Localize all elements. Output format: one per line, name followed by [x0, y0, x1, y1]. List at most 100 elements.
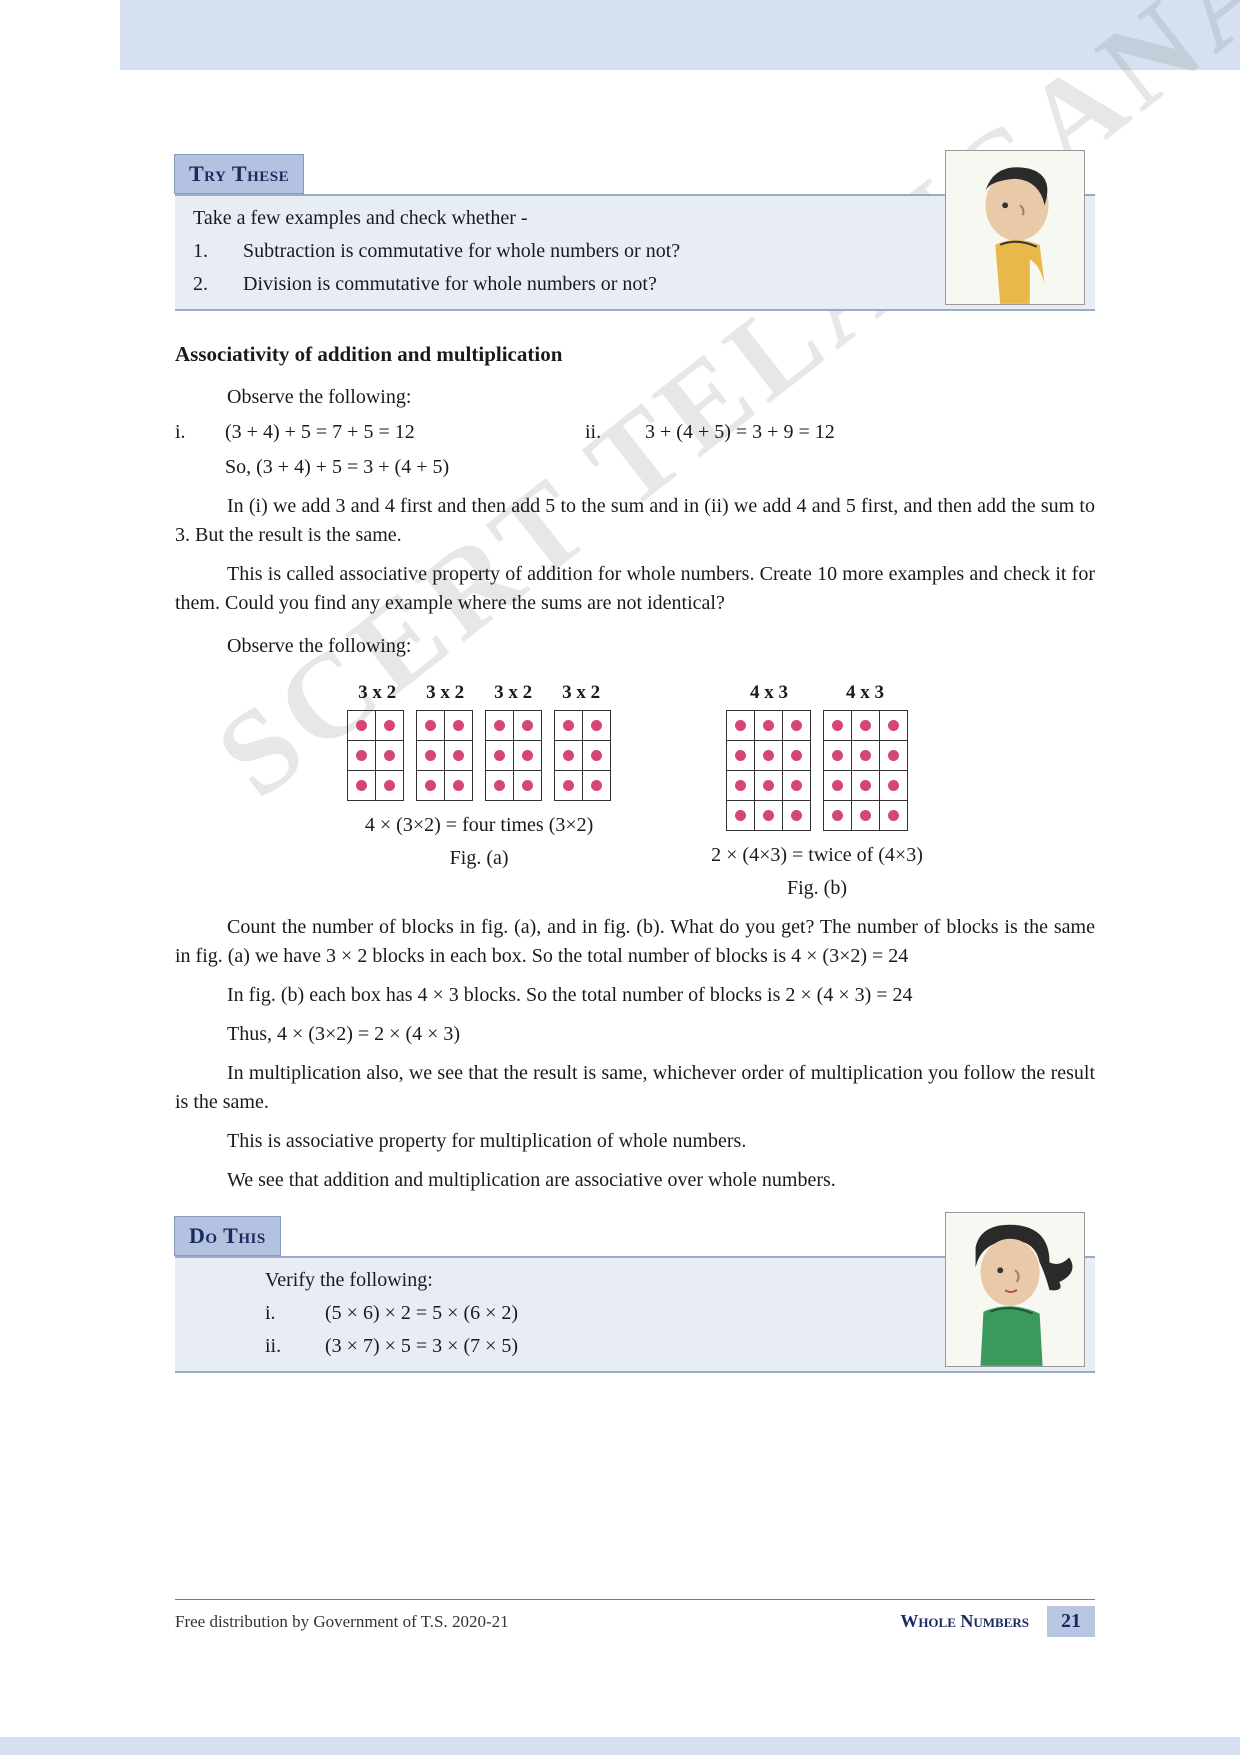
- dot-icon: [763, 720, 774, 731]
- girl-icon: [946, 1213, 1084, 1366]
- paragraph: In fig. (b) each box has 4 × 3 blocks. S…: [175, 981, 1095, 1010]
- dot-icon: [832, 720, 843, 731]
- figure-label: Fig. (a): [347, 844, 611, 873]
- dot-icon: [356, 780, 367, 791]
- paragraph: In multiplication also, we see that the …: [175, 1059, 1095, 1117]
- dot-icon: [735, 750, 746, 761]
- equation-row: So, (3 + 4) + 5 = 3 + (4 + 5): [175, 453, 1095, 482]
- list-text: (5 × 6) × 2 = 5 × (6 × 2): [325, 1299, 925, 1328]
- footer: Free distribution by Government of T.S. …: [175, 1606, 1095, 1637]
- section-title: Associativity of addition and multiplica…: [175, 339, 1095, 369]
- dot-icon: [453, 780, 464, 791]
- dot-icon: [494, 750, 505, 761]
- list-item: i. (5 × 6) × 2 = 5 × (6 × 2): [265, 1299, 925, 1328]
- dot-icon: [735, 810, 746, 821]
- dot-icon: [860, 810, 871, 821]
- paragraph: We see that addition and multiplication …: [175, 1166, 1095, 1195]
- eq-content: (3 + 4) + 5 = 7 + 5 = 12: [225, 418, 585, 447]
- figure-a: 3 x 23 x 23 x 23 x 2 4 × (3×2) = four ti…: [347, 679, 611, 903]
- dot-icon: [832, 750, 843, 761]
- dot-icon: [860, 750, 871, 761]
- dot-icon: [888, 750, 899, 761]
- dot-grid: [726, 710, 811, 831]
- grid-label: 3 x 2: [485, 679, 541, 707]
- footer-distribution: Free distribution by Government of T.S. …: [175, 1612, 900, 1632]
- dot-icon: [522, 780, 533, 791]
- list-text: Subtraction is commutative for whole num…: [243, 237, 925, 266]
- footer-rule: [175, 1599, 1095, 1600]
- grid-label: 4 x 3: [823, 679, 907, 707]
- dot-icon: [735, 780, 746, 791]
- eq-content: 3 + (4 + 5) = 3 + 9 = 12: [645, 418, 1095, 447]
- dot-icon: [425, 720, 436, 731]
- grid-row: [347, 710, 611, 801]
- dot-icon: [832, 810, 843, 821]
- page-number: 21: [1047, 1606, 1095, 1637]
- dot-grid: [347, 710, 404, 801]
- dot-icon: [791, 720, 802, 731]
- dot-icon: [832, 780, 843, 791]
- section: Associativity of addition and multiplica…: [175, 339, 1095, 1195]
- dot-icon: [791, 750, 802, 761]
- list-text: Division is commutative for whole number…: [243, 270, 925, 299]
- paragraph: Count the number of blocks in fig. (a), …: [175, 913, 1095, 971]
- dot-icon: [522, 720, 533, 731]
- eq-content: So, (3 + 4) + 5 = 3 + (4 + 5): [225, 453, 449, 482]
- grid-label: 3 x 2: [417, 679, 473, 707]
- grid-title-row: 3 x 23 x 23 x 23 x 2: [347, 679, 611, 707]
- content-area: Try These Take a few examples and check …: [175, 155, 1095, 1373]
- dot-icon: [453, 720, 464, 731]
- dot-grid: [554, 710, 611, 801]
- observe-text: Observe the following:: [227, 632, 1095, 661]
- observe-text: Observe the following:: [227, 383, 1095, 412]
- grid-label: 4 x 3: [727, 679, 811, 707]
- paragraph: This is associative property for multipl…: [175, 1127, 1095, 1156]
- top-band: [120, 0, 1240, 70]
- dot-grid: [485, 710, 542, 801]
- dot-icon: [494, 780, 505, 791]
- eq-label: ii.: [585, 418, 645, 447]
- dot-icon: [563, 720, 574, 731]
- dot-icon: [888, 810, 899, 821]
- dot-icon: [735, 720, 746, 731]
- figure-caption: 4 × (3×2) = four times (3×2): [347, 811, 611, 840]
- list-item: 1. Subtraction is commutative for whole …: [193, 237, 925, 266]
- do-this-box: Do This Verify the following: i. (5: [175, 1217, 1095, 1373]
- dot-grid: [823, 710, 908, 831]
- girl-illustration: [945, 1212, 1085, 1367]
- dot-icon: [453, 750, 464, 761]
- dot-icon: [522, 750, 533, 761]
- dot-icon: [763, 750, 774, 761]
- dot-icon: [888, 720, 899, 731]
- list-number: ii.: [265, 1332, 325, 1361]
- dot-icon: [860, 720, 871, 731]
- try-these-intro: Take a few examples and check whether -: [193, 204, 925, 233]
- try-these-box: Try These Take a few examples and check …: [175, 155, 1095, 311]
- dot-icon: [563, 780, 574, 791]
- grid-label: 3 x 2: [553, 679, 609, 707]
- list-text: (3 × 7) × 5 = 3 × (7 × 5): [325, 1332, 925, 1361]
- dot-icon: [591, 750, 602, 761]
- boy-icon: [946, 151, 1084, 304]
- dot-icon: [425, 780, 436, 791]
- dot-icon: [425, 750, 436, 761]
- list-item: ii. (3 × 7) × 5 = 3 × (7 × 5): [265, 1332, 925, 1361]
- dot-icon: [791, 810, 802, 821]
- dot-icon: [591, 780, 602, 791]
- grid-row: [711, 710, 923, 831]
- grid-title-row: 4 x 3 4 x 3: [711, 679, 923, 707]
- paragraph: Thus, 4 × (3×2) = 2 × (4 × 3): [227, 1020, 1095, 1049]
- list-number: i.: [265, 1299, 325, 1328]
- list-number: 1.: [193, 237, 243, 266]
- try-these-header: Try These: [174, 154, 304, 194]
- figure-caption: 2 × (4×3) = twice of (4×3): [711, 841, 923, 870]
- dot-icon: [384, 750, 395, 761]
- dot-icon: [356, 750, 367, 761]
- equation-row: i. (3 + 4) + 5 = 7 + 5 = 12 ii. 3 + (4 +…: [175, 418, 1095, 447]
- paragraph: In (i) we add 3 and 4 first and then add…: [175, 492, 1095, 550]
- dot-icon: [763, 780, 774, 791]
- dot-icon: [763, 810, 774, 821]
- figure-row: 3 x 23 x 23 x 23 x 2 4 × (3×2) = four ti…: [175, 679, 1095, 903]
- dot-icon: [888, 780, 899, 791]
- list-item: 2. Division is commutative for whole num…: [193, 270, 925, 299]
